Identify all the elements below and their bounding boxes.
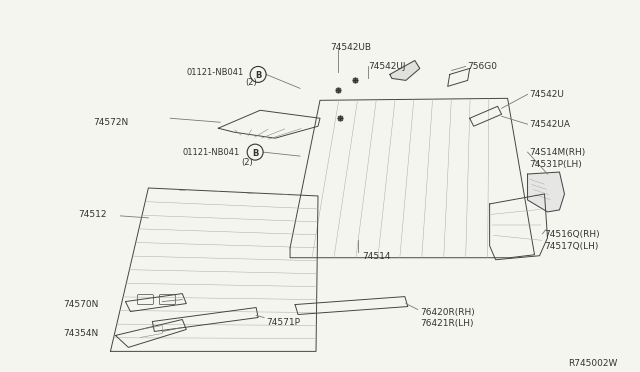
Polygon shape xyxy=(390,61,420,80)
Text: 74512: 74512 xyxy=(79,210,107,219)
Text: 76421R(LH): 76421R(LH) xyxy=(420,320,474,328)
Text: 74514: 74514 xyxy=(362,252,390,261)
Text: 74571P: 74571P xyxy=(266,318,300,327)
Text: 01121-NB041: 01121-NB041 xyxy=(187,68,244,77)
Text: (2): (2) xyxy=(245,78,257,87)
Text: 74S14M(RH): 74S14M(RH) xyxy=(529,148,586,157)
Text: 74572N: 74572N xyxy=(93,118,129,127)
Text: (2): (2) xyxy=(241,158,253,167)
Text: B: B xyxy=(255,71,261,80)
Text: 76420R(RH): 76420R(RH) xyxy=(420,308,474,317)
Text: 01121-NB041: 01121-NB041 xyxy=(183,148,240,157)
Text: 74516Q(RH): 74516Q(RH) xyxy=(545,230,600,239)
Text: B: B xyxy=(252,149,259,158)
Text: 74531P(LH): 74531P(LH) xyxy=(529,160,582,169)
Polygon shape xyxy=(527,172,564,212)
Text: R745002W: R745002W xyxy=(568,359,618,368)
Text: 74517Q(LH): 74517Q(LH) xyxy=(545,242,599,251)
Text: 74542UJ: 74542UJ xyxy=(368,62,405,71)
Text: 74354N: 74354N xyxy=(63,330,99,339)
Text: 74570N: 74570N xyxy=(63,299,99,309)
Text: 74542UA: 74542UA xyxy=(529,120,570,129)
Text: 756G0: 756G0 xyxy=(468,62,498,71)
Text: 74542U: 74542U xyxy=(529,90,564,99)
Text: 74542UB: 74542UB xyxy=(330,42,371,52)
